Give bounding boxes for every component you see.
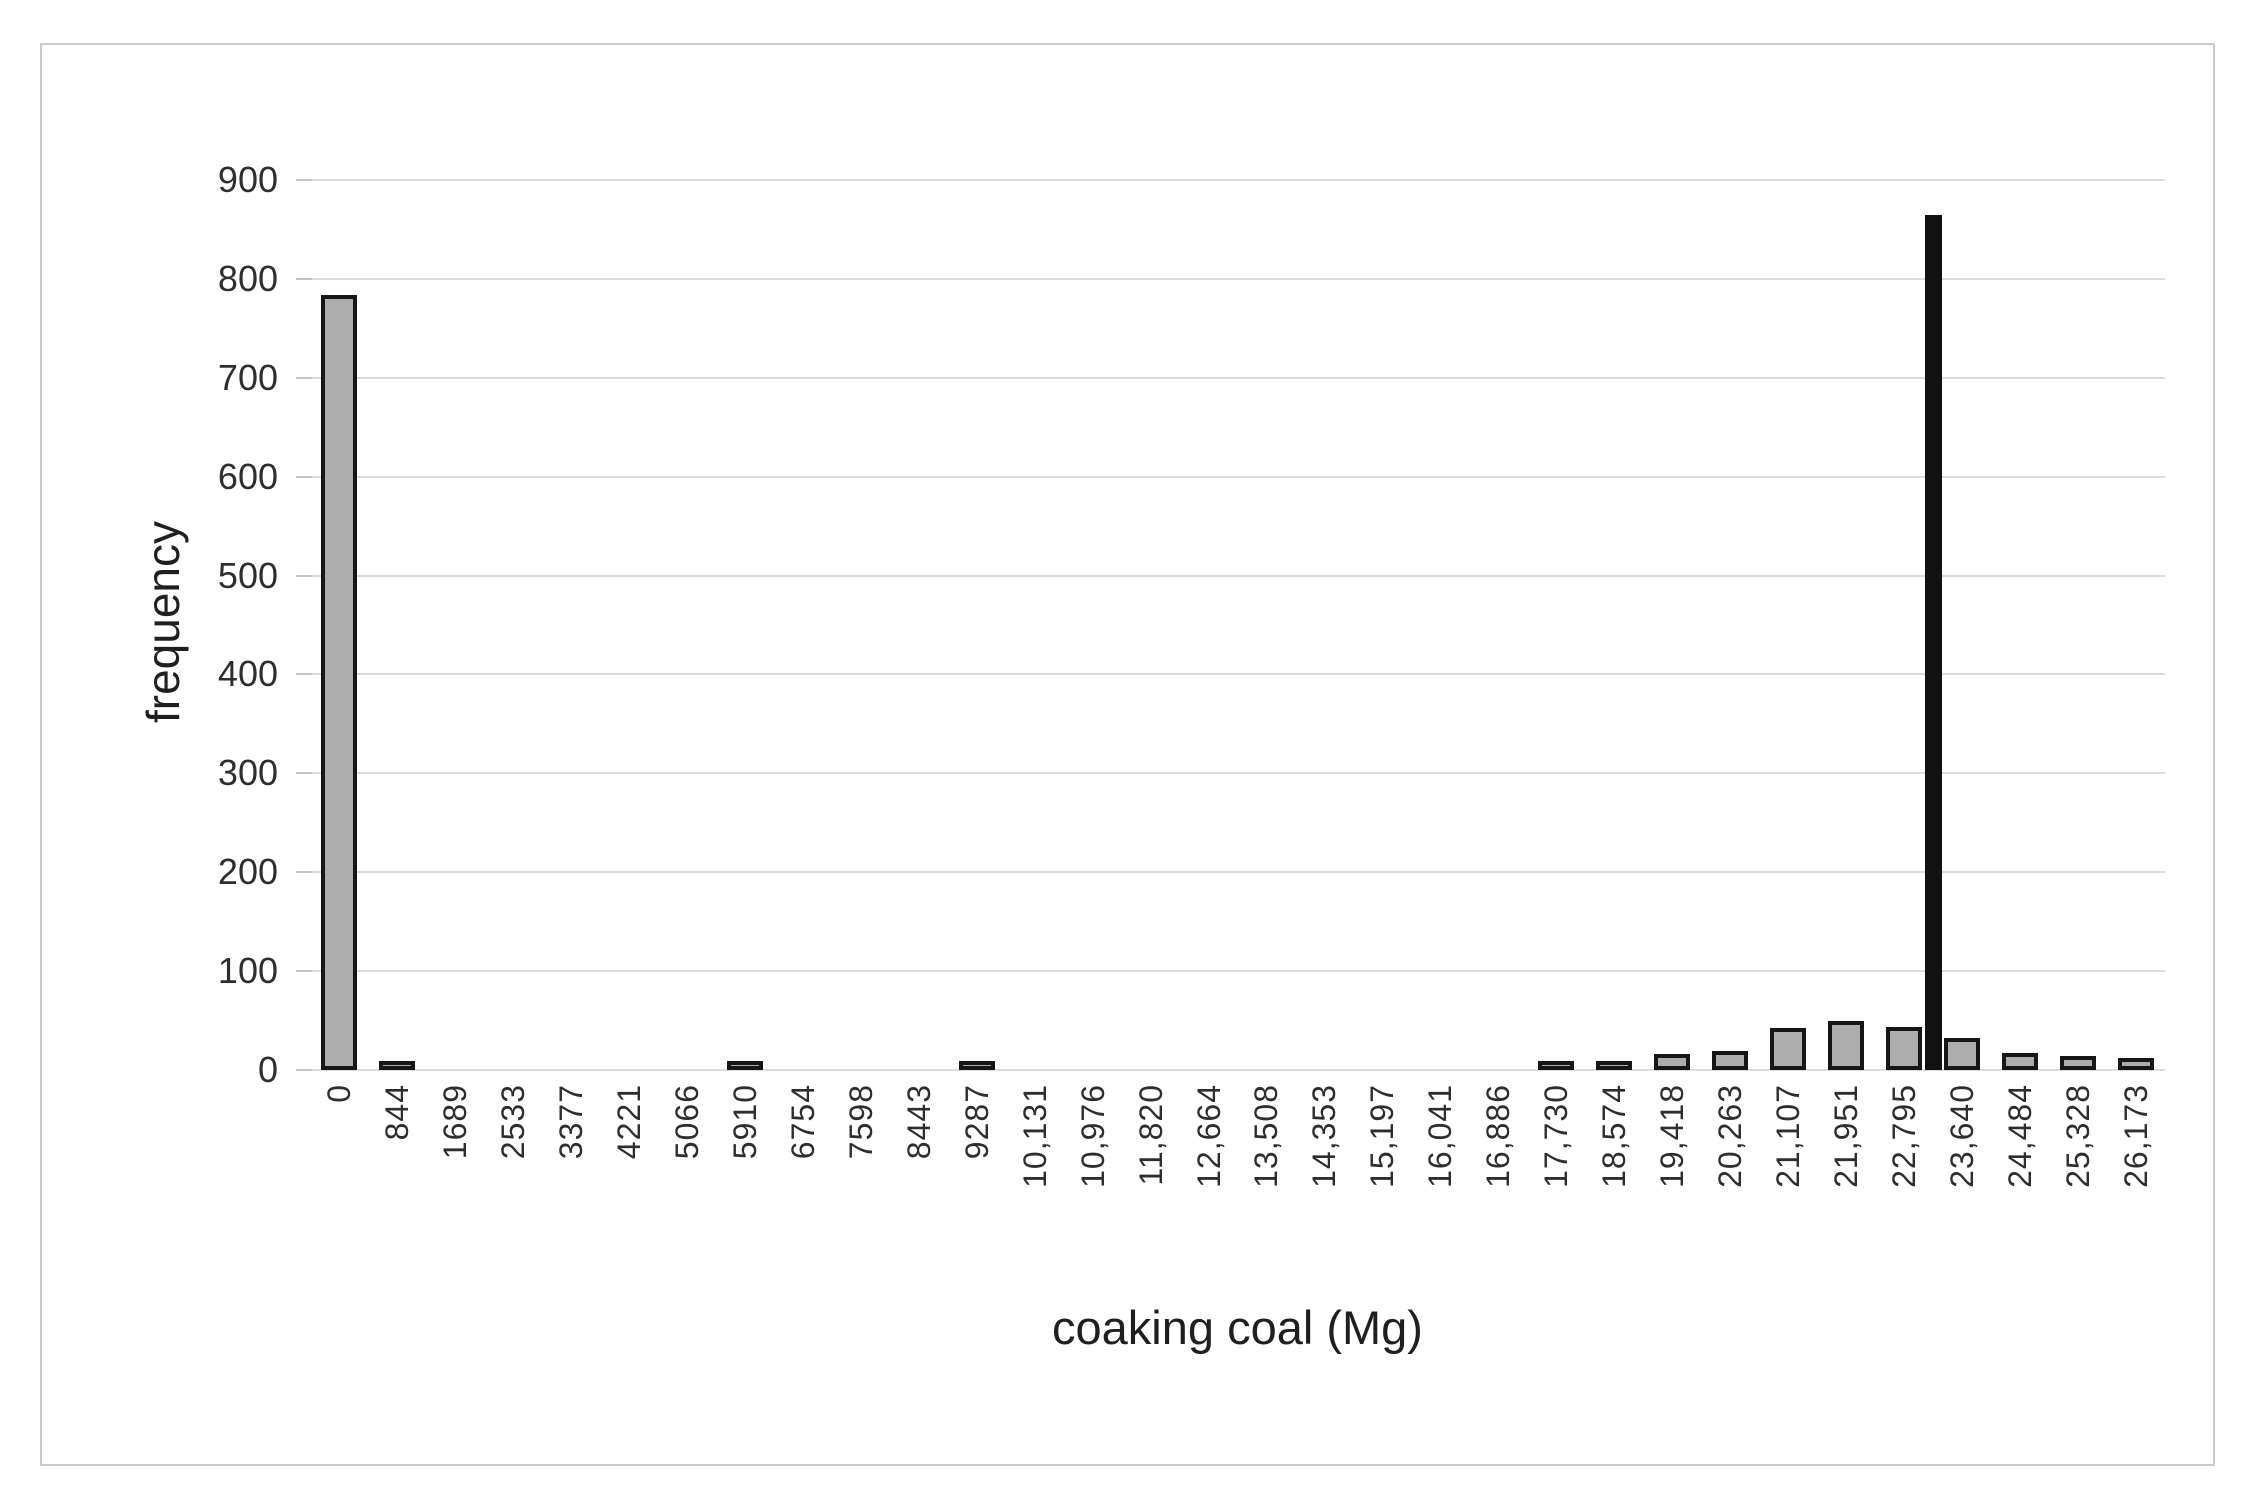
x-tick-label-15,197: 15,197: [1364, 1084, 1400, 1188]
x-tick-label-17,730: 17,730: [1538, 1084, 1574, 1188]
bar-5910: [727, 1061, 763, 1070]
x-tick-label-25,328: 25,328: [2060, 1084, 2096, 1188]
x-tick-label-0: 0: [321, 1084, 357, 1103]
x-tick-label-23,640: 23,640: [1944, 1084, 1980, 1188]
x-tick-label-7598: 7598: [843, 1084, 879, 1160]
gridline-200: [310, 871, 2165, 874]
x-axis-title: coaking coal (Mg): [1052, 1301, 1423, 1354]
x-tick-label-21,107: 21,107: [1770, 1084, 1806, 1188]
bar-18,574: [1596, 1061, 1632, 1070]
x-tick-label-12,664: 12,664: [1191, 1084, 1227, 1188]
bar-0: [321, 295, 357, 1070]
x-tick-label-24,484: 24,484: [2002, 1084, 2038, 1188]
x-tick-label-19,418: 19,418: [1654, 1084, 1690, 1188]
x-tick-label-16,041: 16,041: [1422, 1084, 1458, 1188]
y-tick-mark: [296, 179, 312, 181]
bar-22,795: [1886, 1027, 1922, 1070]
y-tick-label-800: 800: [217, 257, 278, 299]
y-tick-mark: [296, 475, 312, 478]
y-tick-label-900: 900: [217, 159, 278, 200]
y-tick-mark: [296, 970, 312, 973]
x-tick-label-22,795: 22,795: [1886, 1084, 1922, 1188]
gridline-400: [310, 673, 2165, 676]
bar-21,107: [1770, 1028, 1806, 1070]
y-tick-mark: [296, 376, 312, 379]
y-tick-mark: [296, 574, 312, 577]
x-tick-label-14,353: 14,353: [1306, 1084, 1342, 1188]
gridline-300: [310, 772, 2165, 775]
bar-19,418: [1654, 1054, 1690, 1070]
x-tick-label-9287: 9287: [959, 1084, 995, 1160]
x-tick-label-8443: 8443: [901, 1084, 937, 1160]
bar-21,951: [1828, 1021, 1864, 1070]
x-tick-label-13,508: 13,508: [1248, 1084, 1284, 1188]
y-tick-mark: [296, 673, 312, 676]
x-tick-label-18,574: 18,574: [1596, 1084, 1632, 1188]
x-tick-label-2533: 2533: [495, 1084, 531, 1160]
x-tick-label-11,820: 11,820: [1133, 1084, 1169, 1186]
gridline-0: [310, 1069, 2165, 1071]
y-tick-label-100: 100: [217, 950, 278, 992]
x-tick-label-10,976: 10,976: [1075, 1084, 1111, 1188]
bar-844: [379, 1061, 415, 1070]
y-tick-mark: [296, 277, 312, 280]
x-tick-label-20,263: 20,263: [1712, 1084, 1748, 1188]
y-tick-label-0: 0: [257, 1049, 278, 1090]
bar-25,328: [2060, 1056, 2096, 1070]
bar-17,730: [1538, 1061, 1574, 1070]
y-tick-label-200: 200: [217, 851, 278, 893]
bar-23,640: [1944, 1038, 1980, 1070]
marker-bar: [1925, 215, 1942, 1070]
x-tick-label-1689: 1689: [437, 1084, 473, 1160]
bar-20,263: [1712, 1051, 1748, 1070]
x-tick-label-5910: 5910: [727, 1084, 763, 1160]
x-tick-label-4221: 4221: [611, 1084, 647, 1160]
y-tick-label-300: 300: [217, 752, 278, 794]
gridline-100: [310, 970, 2165, 973]
y-tick-label-500: 500: [217, 554, 278, 596]
x-tick-label-6754: 6754: [785, 1084, 821, 1160]
x-tick-label-16,886: 16,886: [1480, 1084, 1516, 1188]
chart-frame: [40, 43, 2215, 1466]
x-tick-label-5066: 5066: [669, 1084, 705, 1160]
x-tick-label-844: 844: [379, 1084, 415, 1141]
gridline-900: [310, 179, 2165, 181]
bar-26,173: [2118, 1058, 2154, 1070]
bar-9287: [959, 1061, 995, 1070]
gridline-700: [310, 376, 2165, 379]
y-tick-label-400: 400: [217, 653, 278, 695]
y-axis-title: frequency: [137, 521, 189, 724]
bar-24,484: [2002, 1053, 2038, 1070]
y-tick-mark: [296, 772, 312, 775]
y-tick-mark: [296, 1069, 312, 1071]
x-tick-label-21,951: 21,951: [1828, 1084, 1864, 1188]
x-tick-label-3377: 3377: [553, 1084, 589, 1160]
gridline-500: [310, 574, 2165, 577]
x-tick-label-26,173: 26,173: [2118, 1084, 2154, 1188]
x-tick-label-10,131: 10,131: [1017, 1084, 1053, 1188]
y-tick-label-600: 600: [217, 455, 278, 497]
y-tick-label-700: 700: [217, 356, 278, 398]
gridline-600: [310, 475, 2165, 478]
y-tick-mark: [296, 871, 312, 874]
gridline-800: [310, 277, 2165, 280]
